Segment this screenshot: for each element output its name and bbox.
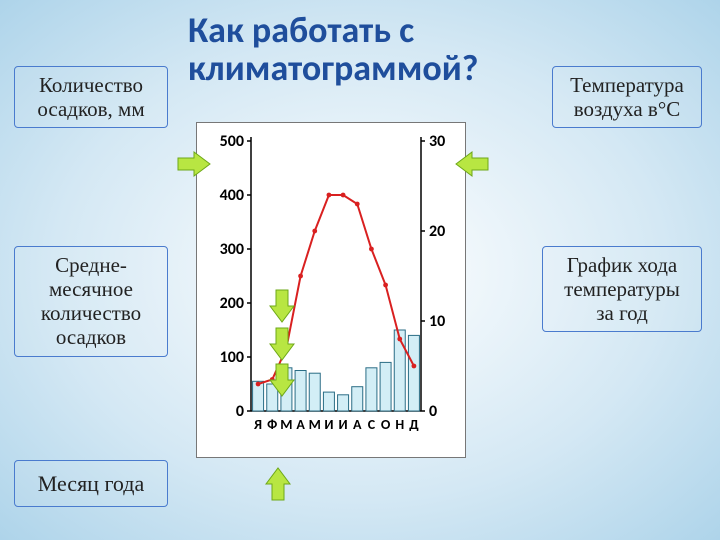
svg-text:Д: Д xyxy=(409,416,419,433)
svg-text:10: 10 xyxy=(429,312,445,331)
chart-svg: 01002003004005000102030ЯФМАМИИАСОНД xyxy=(203,131,461,451)
arrow-temp-axis xyxy=(454,150,490,178)
svg-text:0: 0 xyxy=(236,402,244,421)
svg-text:500: 500 xyxy=(220,132,244,151)
svg-text:Н: Н xyxy=(395,416,404,433)
svg-text:200: 200 xyxy=(220,294,244,313)
svg-text:А: А xyxy=(353,416,362,433)
label-month: Месяц года xyxy=(14,460,168,507)
label-temp-curve: График хода температуры за год xyxy=(542,246,702,332)
page-title: Как работать с климатограммой? xyxy=(188,12,478,88)
svg-text:0: 0 xyxy=(429,402,437,421)
svg-text:И: И xyxy=(339,416,348,433)
arrow-bar-2 xyxy=(268,326,296,362)
climatogram-chart: 01002003004005000102030ЯФМАМИИАСОНД xyxy=(196,122,466,458)
svg-text:20: 20 xyxy=(429,222,445,241)
svg-text:С: С xyxy=(368,416,376,433)
svg-text:О: О xyxy=(381,416,391,433)
arrow-precip-axis xyxy=(176,150,212,178)
svg-text:400: 400 xyxy=(220,186,244,205)
svg-text:300: 300 xyxy=(220,240,244,259)
arrow-bar-1 xyxy=(268,288,296,324)
svg-text:М: М xyxy=(309,416,321,433)
svg-text:М: М xyxy=(280,416,292,433)
svg-text:И: И xyxy=(324,416,333,433)
svg-text:Я: Я xyxy=(253,416,262,433)
svg-text:100: 100 xyxy=(220,348,244,367)
label-precip-axis: Количество осадков, мм xyxy=(14,66,168,128)
svg-text:30: 30 xyxy=(429,132,445,151)
arrow-month xyxy=(264,466,292,502)
title-line2: климатограммой? xyxy=(188,46,478,90)
svg-text:Ф: Ф xyxy=(267,416,277,433)
label-monthly-precip: Средне- месячное количество осадков xyxy=(14,246,168,357)
arrow-bar-3 xyxy=(268,362,296,398)
label-temp-axis: Температура воздуха в°С xyxy=(552,66,702,128)
svg-text:А: А xyxy=(296,416,305,433)
